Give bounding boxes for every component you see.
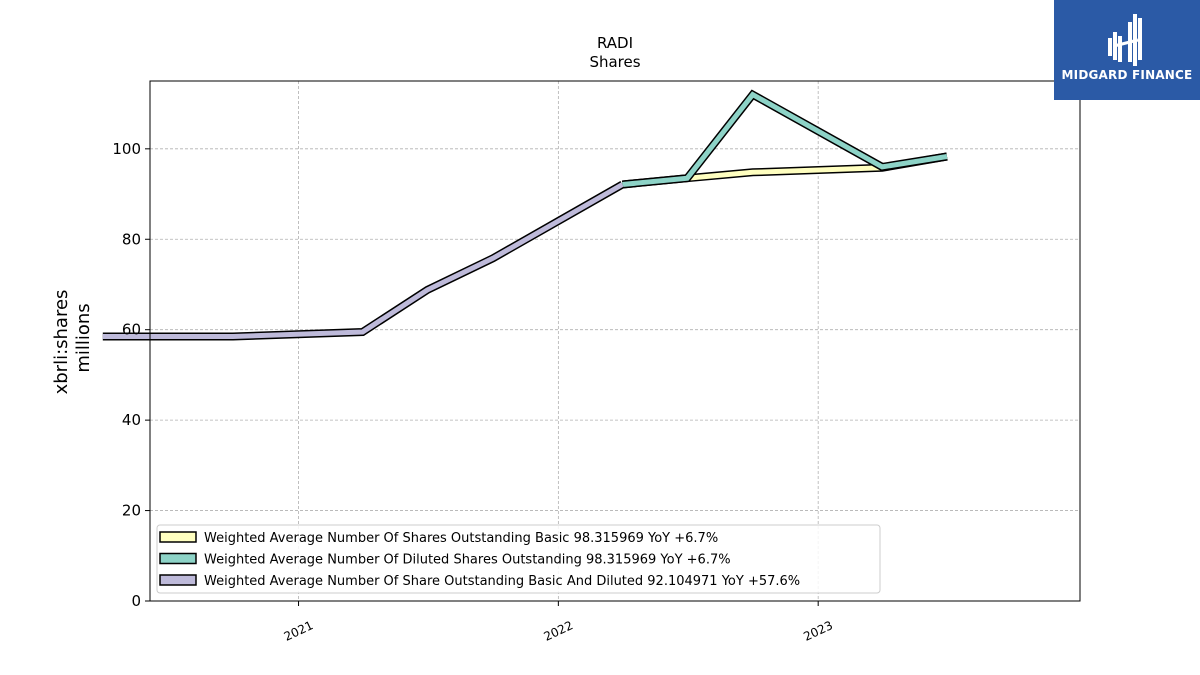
y-tick-label: 40 — [122, 411, 141, 429]
y-tick-label: 20 — [122, 502, 141, 520]
legend-label: Weighted Average Number Of Share Outstan… — [204, 574, 800, 589]
logo-mark-icon — [1108, 14, 1142, 66]
y-tick-label: 60 — [122, 321, 141, 339]
x-tick-label: 2021 — [282, 618, 316, 644]
legend-swatch — [159, 574, 197, 586]
y-tick-label: 0 — [131, 592, 141, 610]
y-axis-label: xbrli:shares — [51, 290, 72, 395]
y-axis-label-units: millions — [73, 303, 94, 372]
legend-swatch — [159, 552, 197, 565]
logo-text: MIDGARD FINANCE — [1061, 68, 1193, 82]
series-line-outline — [102, 181, 625, 341]
series-line — [622, 91, 948, 187]
chart-subtitle: Shares — [589, 53, 640, 71]
series-line — [102, 182, 624, 339]
y-tick-label: 80 — [122, 230, 141, 248]
chart-title: RADI — [597, 34, 633, 52]
plot-frame — [149, 80, 1081, 602]
legend: Weighted Average Number Of Shares Outsta… — [156, 524, 881, 594]
legend-label: Weighted Average Number Of Shares Outsta… — [204, 531, 718, 546]
legend-label: Weighted Average Number Of Diluted Share… — [204, 553, 731, 568]
legend-box — [156, 524, 881, 594]
midgard-finance-logo: MIDGARD FINANCE — [1054, 0, 1200, 100]
legend-swatch — [159, 531, 197, 543]
y-tick-label: 100 — [112, 140, 141, 158]
x-tick-label: 2023 — [801, 618, 835, 644]
x-tick-label: 2022 — [542, 618, 576, 644]
